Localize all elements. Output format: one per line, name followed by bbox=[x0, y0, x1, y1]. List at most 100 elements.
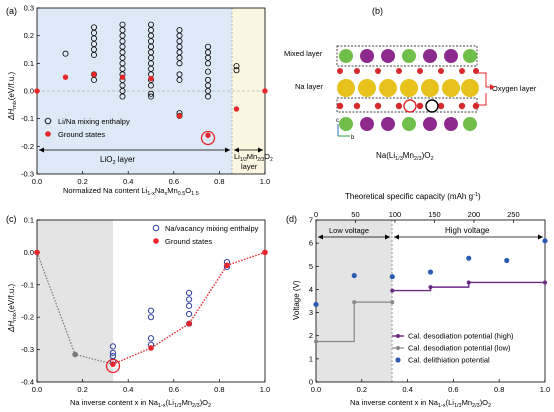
panel-a-mixing-point bbox=[91, 76, 98, 83]
panel-a: 0.0 0.2 0.4 0.6 0.8 1.0 -0.3 -0.2 -0.1 0.0 0.1 0.2 0… bbox=[6, 4, 273, 198]
panel-d-high-potential-point bbox=[543, 280, 547, 285]
panel-b-oxygen-atom bbox=[437, 102, 445, 110]
panel-b-atom bbox=[423, 117, 437, 131]
panel-d-top-tick-label: 50 bbox=[351, 210, 359, 219]
panel-b-atom bbox=[423, 49, 437, 63]
panel-b-atom bbox=[360, 49, 374, 63]
panel-b-axis-b: b bbox=[351, 135, 355, 141]
panel-b-oxygen-atom bbox=[458, 102, 466, 110]
panel-a-arrowhead bbox=[258, 147, 263, 153]
panel-c-ytick-label: -0.1 bbox=[21, 280, 34, 289]
panel-c-xlabel: Na inverse content x in Na1-x(Li1/3Mn2/3… bbox=[70, 398, 211, 409]
panel-d-arrowhead bbox=[385, 234, 390, 240]
panel-a-mixing-point bbox=[176, 76, 183, 83]
panel-c-legend-filled-marker bbox=[153, 238, 159, 244]
panel-d-legend-label-delith: Cal. delithiation potential bbox=[408, 356, 490, 365]
panel-c-ytick-label: -0.4 bbox=[21, 378, 34, 387]
panel-d-low-potential-line bbox=[316, 301, 393, 343]
panel-c-ground-state-point bbox=[72, 351, 78, 358]
panel-d-xlabel: Na inverse content x in Na1-x(Li1/3Mn2/3… bbox=[350, 398, 491, 409]
panel-d-legend-marker-low bbox=[396, 346, 400, 350]
panel-d-legend-marker-delith bbox=[395, 357, 401, 363]
panel-d-legend-marker-high bbox=[396, 334, 400, 338]
panel-b-letter: (b) bbox=[372, 6, 383, 16]
panel-b-atom bbox=[402, 117, 416, 131]
panel-b-atom bbox=[444, 117, 458, 131]
panel-d-ytick-label: 2 bbox=[309, 331, 313, 340]
panel-d-ytick-label: 0 bbox=[309, 378, 313, 387]
panel-a-ground-state-point bbox=[148, 75, 154, 82]
panel-a-ytick-label: 0.2 bbox=[24, 31, 34, 40]
panel-c-mixing-point bbox=[147, 314, 155, 321]
panel-d-ytick-label: 5 bbox=[309, 262, 313, 271]
panel-b-atom bbox=[444, 49, 458, 63]
panel-b-atom bbox=[339, 49, 353, 63]
panel-a-mixing-point bbox=[91, 52, 98, 59]
panel-b-oxygen-atom bbox=[438, 68, 444, 74]
panel-b-oxygen-atom bbox=[472, 102, 480, 110]
panel-b-axis-c: c bbox=[336, 118, 339, 124]
panel-c-mixing-point bbox=[109, 343, 117, 350]
panel-a-mixing-point bbox=[119, 93, 126, 100]
panel-d-xtick-label: 0.8 bbox=[494, 385, 504, 394]
panel-d-xtick-label: 0.2 bbox=[357, 385, 367, 394]
panel-d-ytick-label: 1 bbox=[309, 354, 313, 363]
panel-b-label-na-layer: Na layer bbox=[295, 82, 323, 91]
panel-a-xtick-label: 0.2 bbox=[77, 177, 87, 186]
panel-a-legend-open-marker bbox=[44, 117, 52, 125]
panel-c-ground-state-point bbox=[148, 345, 154, 351]
panel-c-ground-state-point bbox=[262, 249, 268, 256]
panel-c-legend-open-marker bbox=[152, 224, 160, 232]
panel-b-mixed-layer-box bbox=[336, 45, 478, 67]
panel-c-mixing-point bbox=[185, 302, 193, 309]
panel-d-delithiation-point bbox=[351, 272, 357, 279]
panel-d-delithiation-point bbox=[389, 274, 395, 280]
panel-b-na-atom bbox=[442, 79, 460, 97]
panel-c-mixing-point bbox=[185, 296, 193, 303]
panel-c-letter: (c) bbox=[6, 214, 17, 224]
panel-a-arrowhead bbox=[39, 147, 44, 153]
panel-a-arrowhead bbox=[225, 147, 230, 153]
panel-a-mixing-point bbox=[62, 50, 69, 57]
panel-d-legend-label-low: Cal. desodiation potential (low) bbox=[408, 344, 511, 353]
panel-a-xtick-label: 1.0 bbox=[260, 177, 270, 186]
panel-b-oxygen-atom bbox=[417, 68, 423, 74]
panel-b-oxygen-atom bbox=[336, 102, 344, 110]
panel-d-xtick-label: 0.0 bbox=[311, 385, 321, 394]
panel-b-atom bbox=[381, 117, 395, 131]
panel-d-top-tick-label: 250 bbox=[507, 210, 520, 219]
panel-d-top-tick-label: 200 bbox=[468, 210, 481, 219]
panel-d-delithiation-point bbox=[427, 269, 434, 275]
panel-a-region-label-right-2: layer bbox=[241, 162, 258, 171]
panel-b-atom bbox=[360, 117, 374, 131]
panel-c-mixing-point bbox=[185, 310, 193, 318]
panel-d-ytick-label: 4 bbox=[309, 285, 313, 294]
panel-a-xtick-label: 0.8 bbox=[214, 177, 224, 186]
panel-c-xtick-label: 0.2 bbox=[77, 385, 87, 394]
panel-b-label-oxygen-layer: Oxygen layer bbox=[492, 84, 537, 93]
panel-d-low-potential-point bbox=[314, 339, 318, 344]
panel-a-ground-state-point bbox=[62, 74, 69, 80]
panel-a-ground-state-point bbox=[205, 132, 211, 138]
panel-a-letter: (a) bbox=[6, 6, 17, 16]
panel-a-xtick-label: 0.6 bbox=[169, 177, 179, 186]
panel-c-shade bbox=[37, 220, 113, 382]
panel-a-xtick-label: 0.0 bbox=[32, 177, 42, 186]
panel-a-xtick-label: 0.4 bbox=[123, 177, 133, 186]
panel-c-ytick-label: 0.0 bbox=[24, 248, 34, 257]
panel-a-ground-state-point bbox=[176, 113, 183, 119]
panel-d-high-potential-point bbox=[390, 288, 395, 293]
panel-c-ytick-label: 0.1 bbox=[24, 216, 34, 225]
panel-c-frame bbox=[36, 219, 266, 383]
panel-a-region-label-right: Li1/3Mn2/3O2 bbox=[234, 152, 273, 163]
panel-c-ytick-label: -0.2 bbox=[21, 313, 34, 322]
panel-b-oxygen-atom bbox=[473, 68, 479, 74]
panel-a-ground-state-point bbox=[119, 74, 126, 80]
panel-c-mixing-point bbox=[185, 289, 193, 296]
panel-a-ground-state-point bbox=[34, 88, 40, 94]
panel-d-delithiation-point bbox=[504, 257, 510, 264]
panel-d-top-tick-label: 150 bbox=[428, 210, 441, 219]
panel-d-ytick-label: 6 bbox=[309, 239, 313, 248]
panel-d-region-label-left: Low voltage bbox=[329, 226, 369, 235]
